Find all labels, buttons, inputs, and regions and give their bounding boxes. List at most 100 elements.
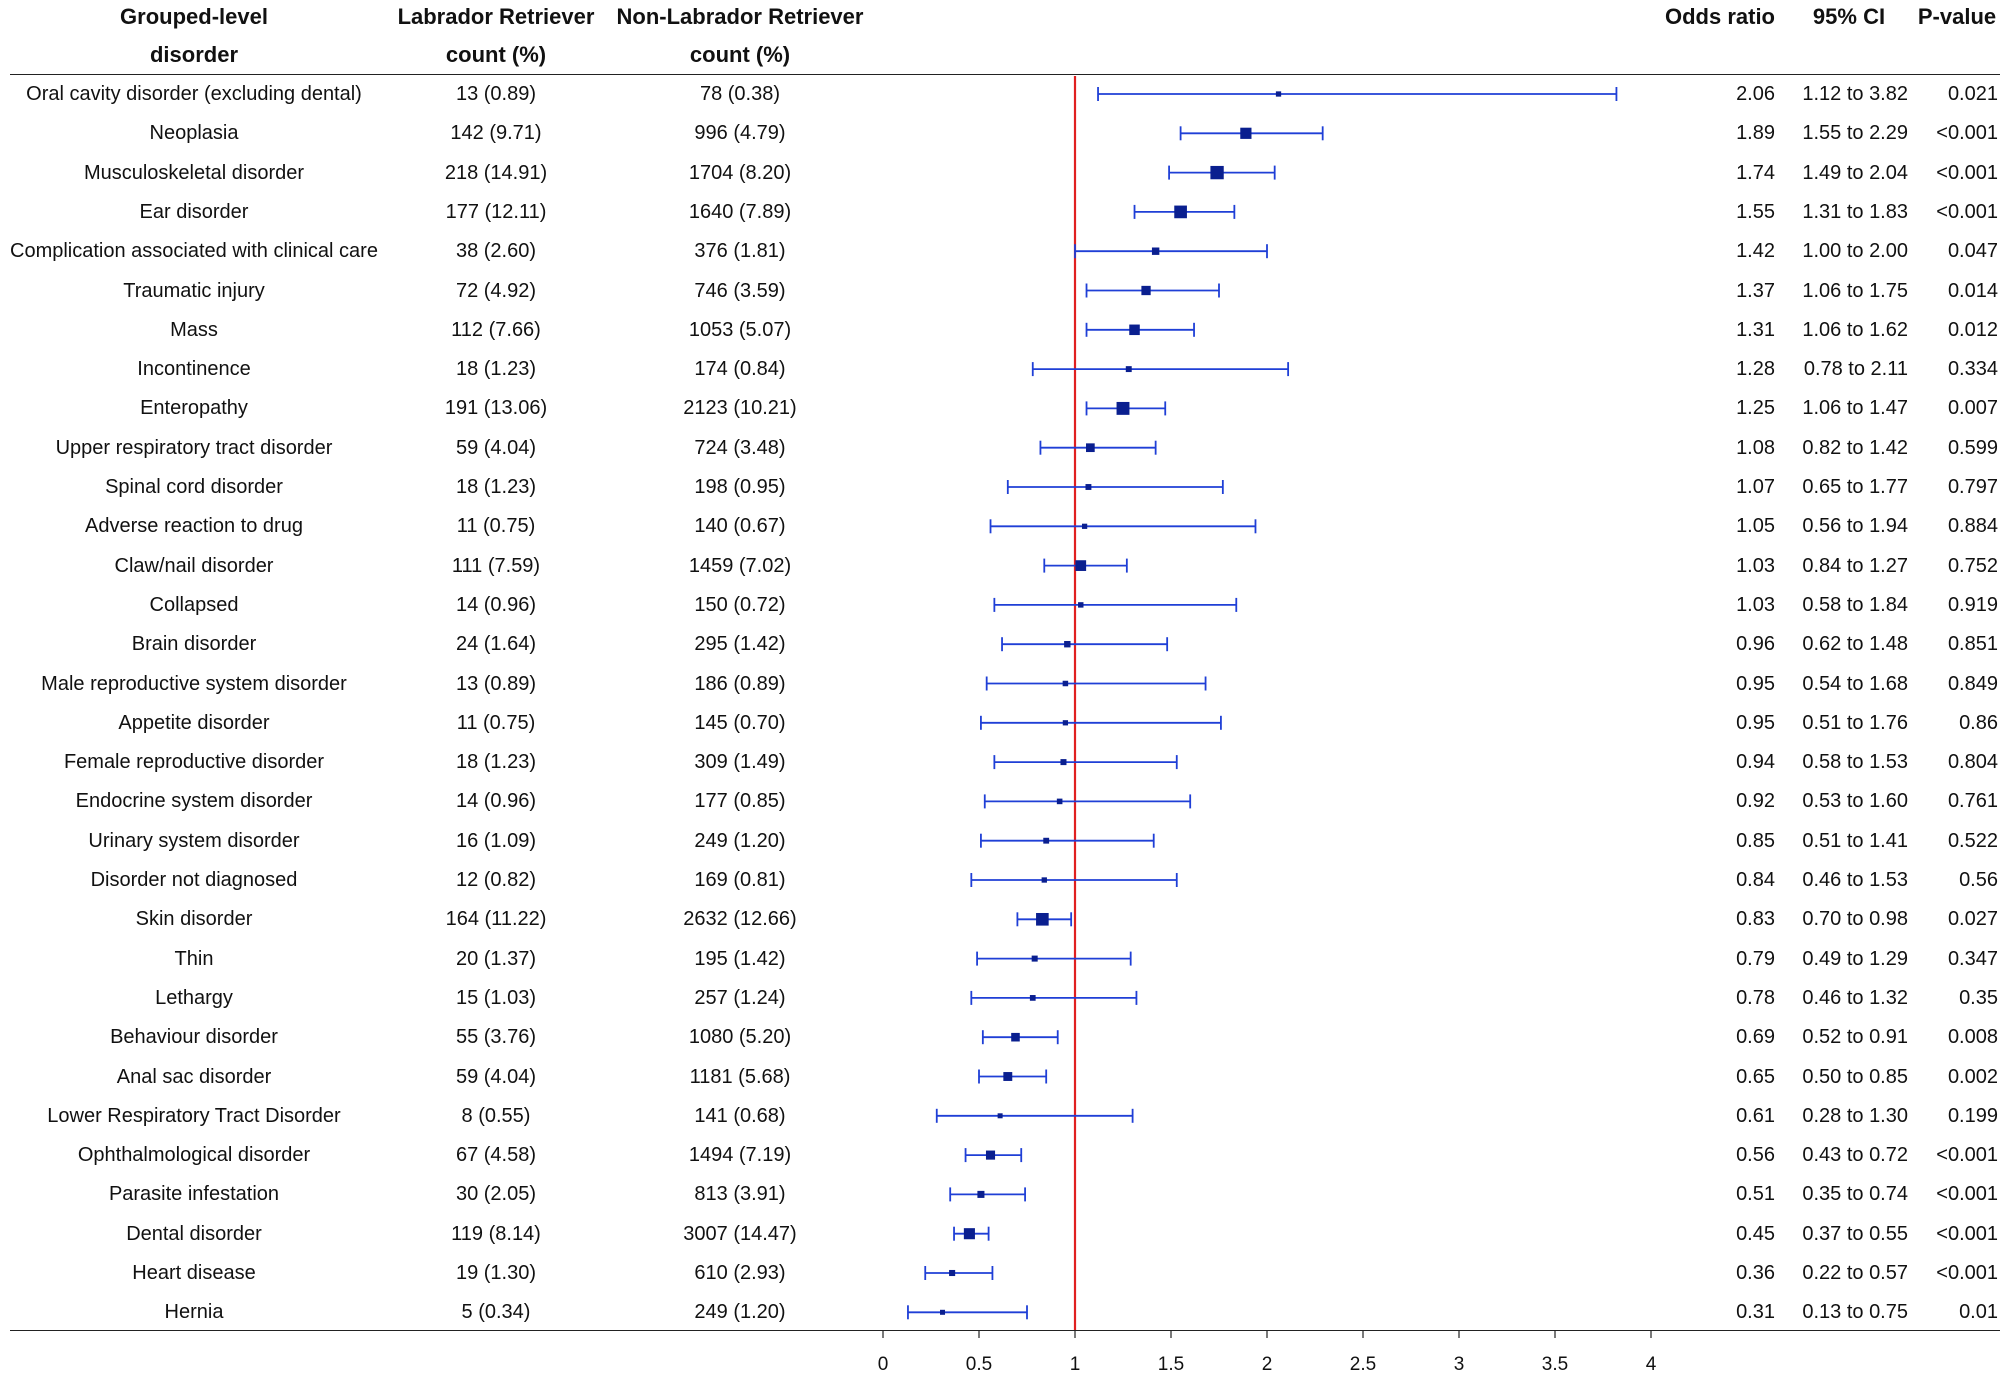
row-disorder-name: Complication associated with clinical ca… (10, 240, 378, 263)
header-disorder-line2: disorder (149, 42, 239, 67)
row-p-value: 0.012 (1947, 318, 1998, 341)
row-disorder-name: Adverse reaction to drug (85, 515, 303, 538)
row-non-labrador-count: 2123 (10.21) (683, 397, 797, 420)
or-point-marker (1081, 523, 1088, 529)
row-non-labrador-count: 1080 (5.20) (688, 1026, 792, 1049)
row-odds-ratio: 0.45 (1736, 1222, 1775, 1245)
row-labrador-count: 18 (1.23) (455, 476, 537, 498)
or-point-marker (1064, 640, 1071, 648)
row-odds-ratio: 0.31 (1736, 1301, 1775, 1324)
row-non-labrador-count: 295 (1.42) (694, 633, 786, 656)
or-point-marker (1041, 877, 1047, 883)
row-ci: 1.12 to 3.82 (1802, 83, 1908, 105)
row-odds-ratio: 1.74 (1736, 161, 1775, 184)
row-odds-ratio: 0.95 (1736, 672, 1775, 695)
row-odds-ratio: 1.37 (1736, 279, 1775, 302)
row-ci: 0.58 to 1.53 (1802, 751, 1908, 774)
or-point-marker (1085, 484, 1092, 490)
row-odds-ratio: 1.03 (1736, 554, 1775, 577)
row-non-labrador-count: 78 (0.38) (699, 83, 781, 105)
row-labrador-count: 218 (14.91) (444, 161, 548, 184)
row-labrador-count: 164 (11.22) (445, 908, 547, 931)
row-non-labrador-count: 145 (0.70) (694, 711, 786, 734)
row-disorder-name: Thin (174, 947, 214, 970)
row-labrador-count: 13 (0.89) (455, 83, 537, 105)
row-labrador-count: 20 (1.37) (455, 947, 537, 970)
row-p-value: 0.522 (1947, 829, 1998, 852)
row-p-value: <0.001 (1936, 1144, 1998, 1167)
row-labrador-count: 8 (0.55) (461, 1104, 531, 1127)
or-point-marker (1116, 401, 1130, 415)
header-ci: 95% CI (1812, 4, 1886, 29)
row-labrador-count: 5 (0.34) (461, 1301, 531, 1324)
row-non-labrador-count: 746 (3.59) (694, 279, 786, 302)
header-labrador-line1: Labrador Retriever (397, 4, 595, 29)
row-p-value: 0.851 (1947, 633, 1998, 656)
header-non-labrador-line2: count (%) (689, 42, 791, 67)
or-point-marker (997, 1113, 1003, 1119)
row-non-labrador-count: 2632 (12.66) (683, 908, 797, 931)
row-ci: 0.56 to 1.94 (1802, 515, 1908, 538)
row-ci: 0.70 to 0.98 (1802, 908, 1908, 931)
row-labrador-count: 67 (4.58) (455, 1144, 537, 1167)
row-ci: 0.28 to 1.30 (1802, 1104, 1908, 1127)
or-point-marker (1043, 837, 1050, 844)
row-non-labrador-count: 150 (0.72) (694, 593, 786, 616)
or-point-marker (1031, 955, 1038, 962)
row-non-labrador-count: 1459 (7.02) (688, 554, 792, 577)
row-non-labrador-count: 257 (1.24) (694, 986, 786, 1009)
row-disorder-name: Mass (170, 318, 218, 341)
row-p-value: <0.001 (1936, 161, 1998, 184)
x-tick-label: 1.5 (1158, 1354, 1184, 1375)
row-odds-ratio: 0.78 (1736, 986, 1775, 1009)
row-p-value: <0.001 (1936, 200, 1998, 223)
row-ci: 1.00 to 2.00 (1802, 240, 1908, 263)
row-non-labrador-count: 186 (0.89) (694, 672, 786, 695)
row-disorder-name: Claw/nail disorder (114, 554, 274, 577)
row-ci: 0.62 to 1.48 (1802, 633, 1908, 656)
row-disorder-name: Behaviour disorder (110, 1026, 278, 1049)
row-non-labrador-count: 249 (1.20) (694, 829, 786, 852)
row-odds-ratio: 1.28 (1736, 358, 1775, 381)
row-labrador-count: 38 (2.60) (455, 240, 537, 263)
or-point-marker (977, 1190, 985, 1198)
row-odds-ratio: 0.95 (1736, 711, 1775, 734)
or-point-marker (1141, 285, 1151, 296)
row-labrador-count: 14 (0.96) (455, 790, 537, 813)
row-odds-ratio: 0.56 (1736, 1144, 1775, 1167)
row-labrador-count: 59 (4.04) (455, 436, 537, 459)
or-point-marker (1174, 205, 1187, 219)
row-non-labrador-count: 198 (0.95) (694, 476, 786, 498)
row-ci: 0.58 to 1.84 (1802, 593, 1908, 616)
row-disorder-name: Dental disorder (126, 1222, 262, 1245)
or-point-marker (1060, 759, 1067, 766)
row-odds-ratio: 0.69 (1736, 1026, 1775, 1049)
row-p-value: 0.761 (1947, 790, 1998, 813)
row-disorder-name: Disorder not diagnosed (90, 869, 298, 891)
row-disorder-name: Incontinence (137, 358, 251, 381)
row-non-labrador-count: 169 (0.81) (694, 869, 786, 891)
row-ci: 1.49 to 2.04 (1802, 161, 1908, 184)
x-tick-label: 0 (878, 1354, 889, 1375)
row-ci: 0.52 to 0.91 (1802, 1026, 1908, 1049)
row-disorder-name: Lower Respiratory Tract Disorder (47, 1104, 341, 1127)
row-p-value: 0.01 (1959, 1301, 1998, 1324)
or-point-marker (1062, 680, 1069, 687)
row-odds-ratio: 0.92 (1736, 790, 1775, 813)
row-disorder-name: Hernia (164, 1301, 224, 1324)
row-disorder-name: Musculoskeletal disorder (83, 161, 305, 184)
row-p-value: 0.56 (1959, 869, 1998, 891)
or-point-marker (1210, 165, 1224, 180)
row-p-value: 0.199 (1947, 1104, 1998, 1127)
row-odds-ratio: 0.83 (1736, 908, 1775, 931)
row-odds-ratio: 1.03 (1736, 593, 1775, 616)
or-point-marker (1151, 247, 1160, 255)
header-rule (10, 74, 2000, 75)
row-ci: 0.50 to 0.85 (1802, 1065, 1908, 1088)
row-labrador-count: 12 (0.82) (455, 869, 537, 891)
row-ci: 0.46 to 1.32 (1802, 986, 1908, 1009)
row-non-labrador-count: 1053 (5.07) (688, 318, 792, 341)
or-point-marker (1036, 912, 1049, 926)
row-odds-ratio: 0.94 (1736, 751, 1775, 774)
